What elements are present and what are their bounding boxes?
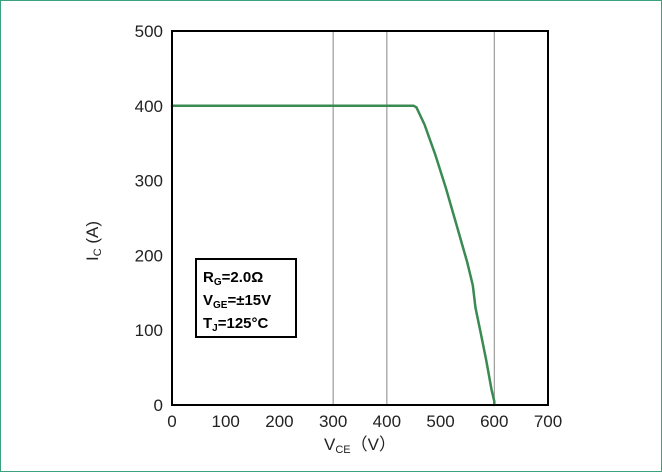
y-axis-ticks: 0 100 200 300 400 500 <box>135 22 163 415</box>
annotation-tj-main: T <box>203 315 212 332</box>
x-axis-ticks: 0 100 200 300 400 500 600 700 <box>167 412 562 431</box>
annotation-vge-value: =±15V <box>227 292 271 309</box>
y-axis-title-subscript: C <box>92 248 104 256</box>
y-tick-label: 100 <box>135 321 163 340</box>
x-tick-label: 400 <box>373 412 401 431</box>
annotation-tj-sub: J <box>212 323 218 334</box>
annotation-line-vge: VGE=±15V <box>203 292 271 311</box>
annotation-line-tj: TJ=125°C <box>203 315 269 334</box>
plot-area-border <box>171 30 549 406</box>
y-tick-label: 300 <box>135 172 163 191</box>
annotation-vge-main: V <box>203 292 213 309</box>
annotation-rg-value: =2.0Ω <box>222 269 264 286</box>
x-tick-label: 200 <box>265 412 293 431</box>
annotation-box: RG=2.0Ω VGE=±15V TJ=125°C <box>195 258 297 338</box>
y-tick-label: 400 <box>135 97 163 116</box>
annotation-vge-sub: GE <box>213 300 228 311</box>
x-tick-label: 300 <box>319 412 347 431</box>
annotation-tj-value: =125°C <box>218 315 269 332</box>
x-axis-title-subscript: CE <box>335 444 350 456</box>
y-tick-label: 0 <box>154 396 163 415</box>
x-tick-label: 500 <box>426 412 454 431</box>
gridlines <box>332 31 495 405</box>
y-tick-label: 200 <box>135 246 163 265</box>
annotation-rg-sub: G <box>214 277 222 288</box>
x-axis-title: VCE（V） <box>324 435 396 456</box>
annotation-rg-main: R <box>203 269 214 286</box>
y-axis-title: IC (A) <box>83 221 104 261</box>
annotation-box-border <box>195 258 297 338</box>
x-tick-label: 100 <box>212 412 240 431</box>
annotation-line-rg: RG=2.0Ω <box>203 269 263 288</box>
x-tick-label: 700 <box>534 412 562 431</box>
y-axis-title-main: I <box>83 256 102 261</box>
x-tick-label: 0 <box>167 412 176 431</box>
series-line-0 <box>170 104 496 407</box>
y-axis-title-unit: (A) <box>83 221 102 248</box>
x-axis-title-main: V <box>324 435 336 454</box>
x-axis-title-unit: （V） <box>351 435 396 454</box>
y-tick-label: 500 <box>135 22 163 41</box>
x-tick-label: 600 <box>480 412 508 431</box>
